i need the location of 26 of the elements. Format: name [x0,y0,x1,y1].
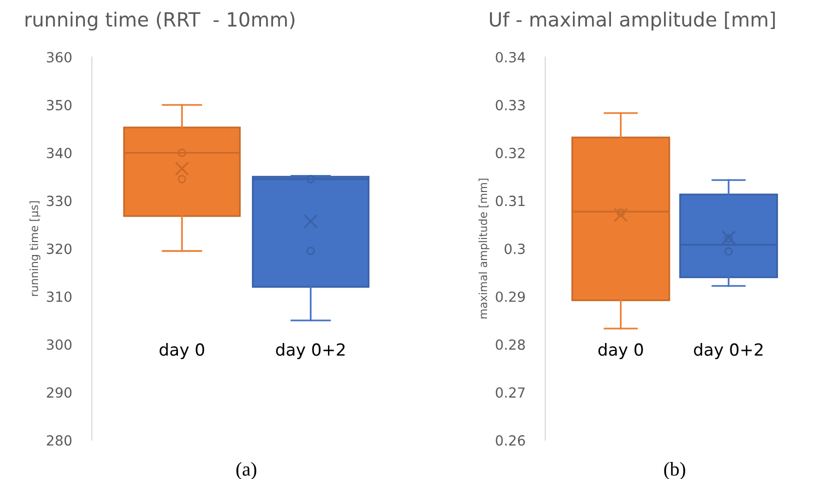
y-tick-label: 0.27 [496,387,525,398]
y-tick-label: 0.29 [496,291,525,302]
y-axis-title: maximal amplitude [mm] [478,178,490,318]
y-tick-label: 0.26 [496,435,525,446]
y-tick-label: 320 [46,244,72,254]
x-tick-label: day 0+2 [276,342,345,360]
y-tick-label: 0.28 [496,339,525,350]
y-tick-label: 0.34 [496,52,526,62]
y-tick-label: 0.3 [504,244,525,254]
chart-title: running time (RRT - 10mm) [26,12,294,30]
y-tick-label: 290 [46,387,72,398]
y-axis-title: running time [µs] [30,201,40,296]
y-tick-label: 360 [46,52,72,62]
y-tick-label: 280 [46,435,72,446]
y-tick-label: 330 [46,196,72,206]
y-tick-label: 300 [46,339,72,350]
x-tick-label: day 0+2 [694,342,762,360]
y-tick-label: 310 [46,291,72,302]
y-tick-label: 0.32 [496,148,524,158]
y-tick-label: 340 [46,148,72,158]
y-tick-label: 0.33 [496,100,525,110]
x-tick-label: day 0 [598,342,643,360]
y-tick-label: 350 [46,100,72,110]
y-tick-label: 0.31 [496,196,525,206]
chart-title: Uf - maximal amplitude [mm] [490,12,775,30]
x-tick-label: day 0 [160,342,204,360]
